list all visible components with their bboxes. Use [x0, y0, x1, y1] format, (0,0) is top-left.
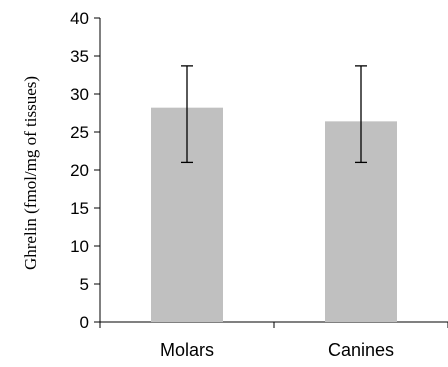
y-tick-label: 25 — [70, 123, 89, 142]
y-tick-label: 30 — [70, 85, 89, 104]
error-bars — [181, 65, 367, 164]
bars — [151, 107, 397, 323]
x-category-label: Molars — [160, 340, 214, 360]
labels: 0 5 10 15 20 25 30 35 40 Molars Canines — [70, 9, 394, 360]
y-tick-label: 10 — [70, 237, 89, 256]
y-tick-label: 40 — [70, 9, 89, 28]
y-tick-label: 20 — [70, 161, 89, 180]
x-category-label: Canines — [328, 340, 394, 360]
y-tick-label: 5 — [80, 275, 89, 294]
y-axis-title: Ghrelin (fmol/mg of tissues) — [21, 76, 40, 270]
y-tick-label: 35 — [70, 47, 89, 66]
y-tick-label: 0 — [80, 313, 89, 332]
y-tick-label: 15 — [70, 199, 89, 218]
